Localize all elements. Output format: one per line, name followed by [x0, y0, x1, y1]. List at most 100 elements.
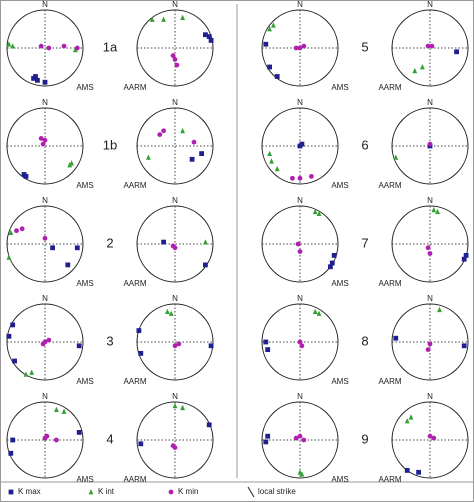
- k-min-point: [61, 43, 67, 49]
- k-max-point: [10, 437, 16, 443]
- k-max-point: [206, 422, 212, 428]
- k-max-point: [76, 343, 82, 349]
- k-max-point: [461, 343, 467, 349]
- k-min-point: [174, 62, 180, 68]
- k-max-point: [138, 351, 144, 356]
- k-max-point: [265, 347, 271, 352]
- k-max-point: [23, 174, 29, 179]
- k-int-point: [267, 26, 272, 32]
- k-int-point: [172, 402, 178, 409]
- k-min-point: [157, 132, 163, 138]
- north-label: N: [172, 0, 178, 9]
- net-caption: AMS: [76, 181, 93, 190]
- k-max-point: [461, 256, 467, 262]
- k-min-point: [172, 343, 178, 349]
- panel-label: 9: [361, 431, 368, 446]
- k-min-point: [297, 249, 303, 255]
- k-int-point: [149, 16, 155, 22]
- north-label: N: [172, 294, 178, 303]
- k-min-point: [427, 341, 433, 347]
- north-label: N: [297, 196, 303, 205]
- k-int-point: [203, 239, 208, 245]
- k-max-point: [203, 262, 208, 268]
- k-min-point: [293, 435, 299, 441]
- panel-label: 2: [106, 235, 113, 250]
- north-label: N: [42, 294, 48, 303]
- k-min-point: [425, 245, 431, 251]
- k-int-point: [412, 67, 418, 74]
- north-label: N: [427, 196, 433, 205]
- k-min-point: [297, 433, 303, 439]
- k-int-point: [180, 14, 185, 20]
- k-int-point: [435, 208, 440, 215]
- k-min-point: [293, 45, 299, 51]
- panel-label: 6: [361, 137, 368, 152]
- k-min-point: [172, 57, 178, 62]
- k-min-point: [431, 435, 437, 441]
- k-int-point: [54, 406, 59, 412]
- legend-swatch: [8, 489, 14, 495]
- k-int-point: [312, 208, 318, 215]
- k-max-point: [42, 79, 48, 85]
- k-max-point: [136, 328, 142, 333]
- k-int-point: [404, 418, 410, 424]
- net-caption: AMS: [76, 377, 93, 386]
- k-max-point: [416, 469, 421, 475]
- k-int-point: [10, 43, 16, 49]
- k-int-point: [269, 158, 274, 164]
- net-caption: AARM: [123, 279, 146, 288]
- k-int-point: [6, 41, 12, 47]
- k-min-point: [301, 43, 307, 49]
- panel-label: 1a: [103, 39, 118, 54]
- k-max-point: [263, 41, 269, 47]
- north-label: N: [297, 0, 303, 9]
- net-caption: AARM: [378, 279, 401, 288]
- k-max-point: [404, 468, 410, 473]
- k-min-point: [309, 174, 314, 179]
- legend-swatch: [88, 489, 94, 495]
- k-max-point: [454, 49, 459, 55]
- k-max-point: [267, 64, 272, 70]
- net-caption: AMS: [331, 377, 348, 386]
- k-min-point: [290, 175, 295, 181]
- k-int-point: [161, 16, 166, 22]
- legend-label: K max: [18, 487, 41, 496]
- k-max-point: [265, 433, 271, 439]
- k-int-point: [271, 22, 276, 28]
- k-min-point: [427, 141, 433, 147]
- k-min-point: [295, 241, 301, 247]
- k-int-point: [168, 310, 174, 316]
- net-caption: AARM: [123, 181, 146, 190]
- k-min-point: [299, 343, 305, 349]
- k-min-point: [170, 53, 176, 58]
- k-min-point: [42, 235, 48, 241]
- k-int-point: [408, 414, 414, 420]
- k-int-point: [316, 310, 322, 316]
- k-min-point: [170, 243, 176, 249]
- k-max-point: [76, 430, 82, 435]
- north-label: N: [42, 392, 48, 401]
- net-caption: AMS: [331, 181, 348, 190]
- k-max-point: [189, 156, 195, 162]
- net-caption: AARM: [378, 377, 401, 386]
- k-int-point: [146, 154, 151, 160]
- k-max-point: [263, 339, 269, 345]
- legend-label: K int: [98, 487, 115, 496]
- k-max-point: [463, 253, 469, 258]
- k-int-point: [393, 154, 399, 160]
- k-max-point: [12, 358, 17, 364]
- k-min-point: [425, 347, 431, 352]
- k-min-point: [42, 137, 48, 143]
- panel-label: 5: [361, 39, 368, 54]
- net-caption: AMS: [76, 475, 93, 484]
- net-caption: AARM: [123, 475, 146, 484]
- k-min-point: [74, 45, 80, 51]
- k-max-point: [206, 34, 212, 39]
- k-int-point: [180, 404, 185, 411]
- k-int-point: [267, 150, 272, 156]
- k-int-point: [165, 308, 170, 314]
- k-int-point: [316, 210, 322, 216]
- k-min-point: [297, 175, 303, 181]
- legend-swatch: [168, 489, 174, 495]
